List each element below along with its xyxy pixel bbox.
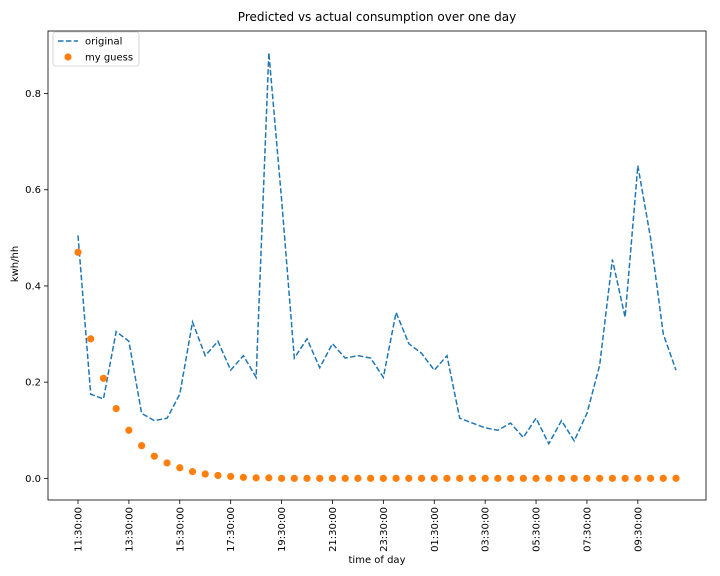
data-point-my-guess bbox=[265, 474, 273, 482]
data-point-my-guess bbox=[468, 474, 477, 482]
x-tick-label: 17:30:00 bbox=[226, 507, 237, 552]
x-tick-label: 21:30:00 bbox=[328, 507, 339, 552]
data-point-my-guess bbox=[328, 474, 337, 482]
data-point-my-guess bbox=[74, 248, 82, 256]
data-point-my-guess bbox=[138, 442, 146, 450]
y-tick-label: 0.2 bbox=[25, 378, 41, 389]
x-tick-label: 03:30:00 bbox=[481, 507, 492, 552]
chart-title: Predicted vs actual consumption over one… bbox=[238, 10, 516, 24]
y-tick-label: 0.0 bbox=[25, 474, 41, 485]
data-point-my-guess bbox=[481, 474, 489, 482]
data-point-my-guess bbox=[430, 474, 438, 482]
data-point-my-guess bbox=[392, 474, 400, 482]
data-point-my-guess bbox=[201, 470, 209, 478]
data-point-my-guess bbox=[188, 468, 197, 476]
data-point-my-guess bbox=[621, 474, 629, 482]
x-tick-label: 15:30:00 bbox=[175, 507, 186, 552]
x-tick-label: 23:30:00 bbox=[379, 507, 390, 552]
data-point-my-guess bbox=[87, 335, 95, 343]
data-point-my-guess bbox=[506, 474, 515, 482]
data-point-my-guess bbox=[405, 474, 413, 482]
data-point-my-guess bbox=[163, 459, 171, 467]
data-point-my-guess bbox=[608, 474, 616, 482]
data-point-my-guess bbox=[532, 474, 540, 482]
data-point-my-guess bbox=[456, 474, 464, 482]
x-tick-label: 01:30:00 bbox=[430, 507, 441, 552]
data-point-my-guess bbox=[239, 473, 248, 481]
data-point-my-guess bbox=[596, 474, 604, 482]
data-point-my-guess bbox=[290, 474, 298, 482]
plot-frame bbox=[47, 30, 707, 501]
data-point-my-guess bbox=[672, 474, 680, 482]
data-point-my-guess bbox=[252, 474, 260, 482]
data-point-my-guess bbox=[125, 426, 133, 434]
data-point-my-guess bbox=[303, 474, 311, 482]
data-point-my-guess bbox=[583, 474, 591, 482]
data-point-my-guess bbox=[354, 474, 362, 482]
x-tick-label: 07:30:00 bbox=[582, 507, 593, 552]
data-point-my-guess bbox=[176, 464, 184, 472]
legend: original my guess bbox=[52, 31, 140, 67]
x-axis-label: time of day bbox=[349, 555, 406, 566]
data-point-my-guess bbox=[227, 472, 235, 481]
data-point-my-guess bbox=[277, 474, 286, 482]
data-point-my-guess bbox=[417, 474, 426, 482]
legend-label: original bbox=[85, 37, 122, 48]
legend-label: my guess bbox=[85, 53, 133, 64]
data-point-my-guess bbox=[99, 374, 108, 382]
data-point-my-guess bbox=[443, 474, 451, 482]
x-tick-label: 13:30:00 bbox=[124, 507, 135, 552]
data-point-my-guess bbox=[646, 474, 655, 482]
y-axis-label: kwh/hh bbox=[10, 246, 21, 282]
data-point-my-guess bbox=[379, 474, 387, 482]
data-point-my-guess bbox=[570, 474, 578, 482]
data-point-my-guess bbox=[557, 474, 566, 482]
data-point-my-guess bbox=[214, 471, 222, 480]
data-point-my-guess bbox=[341, 474, 349, 482]
x-tick-label: 19:30:00 bbox=[277, 507, 288, 552]
y-tick-label: 0.6 bbox=[25, 185, 41, 196]
data-point-my-guess bbox=[545, 474, 553, 482]
data-point-my-guess bbox=[659, 474, 667, 482]
x-tick-label: 11:30:00 bbox=[74, 507, 85, 552]
data-point-my-guess bbox=[367, 474, 375, 482]
data-point-my-guess bbox=[494, 474, 502, 482]
data-point-my-guess bbox=[150, 452, 158, 460]
x-tick-label: 09:30:00 bbox=[633, 507, 644, 552]
series-line-original bbox=[77, 52, 677, 446]
plot-area: 0.0 0.2 0.4 0.6 0.8 11:30:00 13:30:00 15:30:00 1… bbox=[25, 30, 707, 552]
data-point-my-guess bbox=[634, 474, 642, 482]
data-point-my-guess bbox=[519, 474, 527, 482]
data-point-my-guess bbox=[112, 405, 120, 413]
y-tick-label: 0.8 bbox=[25, 89, 41, 100]
x-tick-label: 05:30:00 bbox=[532, 507, 543, 552]
data-point-my-guess bbox=[316, 474, 324, 482]
y-tick-label: 0.4 bbox=[25, 281, 41, 292]
legend-marker-icon bbox=[64, 53, 72, 61]
